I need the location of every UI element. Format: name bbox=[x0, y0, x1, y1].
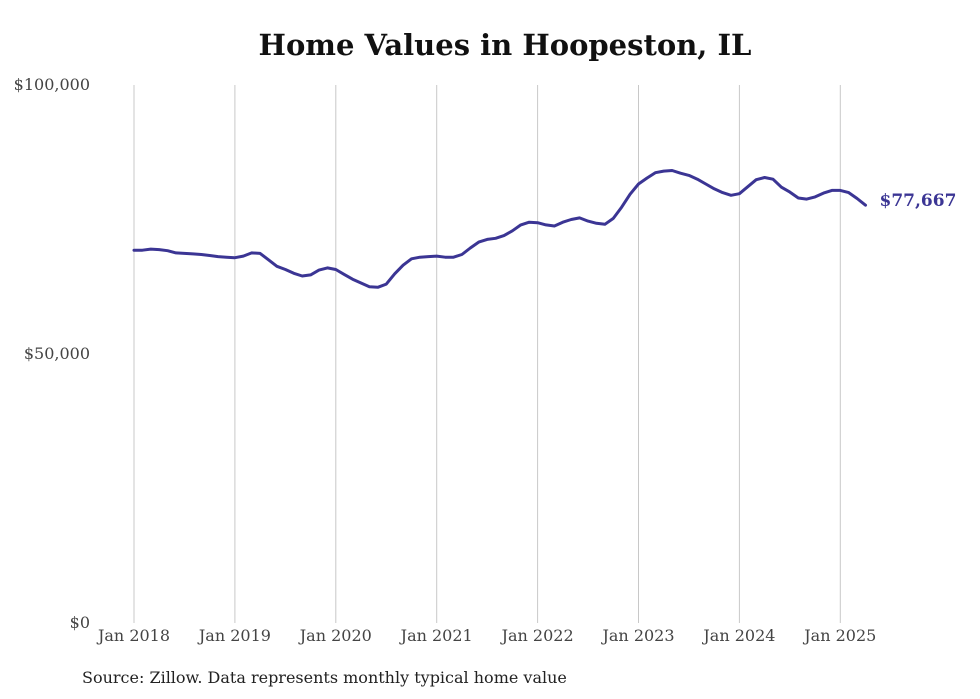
x-tick-label: Jan 2018 bbox=[96, 626, 170, 645]
x-tick-label: Jan 2024 bbox=[701, 626, 775, 645]
source-note: Source: Zillow. Data represents monthly … bbox=[82, 668, 567, 687]
y-tick-label: $0 bbox=[70, 613, 90, 632]
x-tick-label: Jan 2021 bbox=[399, 626, 473, 645]
x-tick-label: Jan 2019 bbox=[197, 626, 271, 645]
y-tick-label: $100,000 bbox=[14, 75, 90, 94]
series-layer bbox=[132, 169, 867, 289]
gridlines bbox=[133, 85, 841, 623]
series-line bbox=[132, 169, 867, 289]
x-axis: Jan 2018 Jan 2019 Jan 2020 Jan 2021 Jan 2022… bbox=[96, 626, 876, 645]
x-tick-label: Jan 2025 bbox=[802, 626, 876, 645]
chart-title: Home Values in Hoopeston, IL bbox=[258, 28, 752, 62]
x-tick-label: Jan 2022 bbox=[500, 626, 574, 645]
x-tick-label: Jan 2023 bbox=[600, 626, 674, 645]
y-axis: $0 $50,000 $100,000 bbox=[14, 75, 90, 632]
x-tick-label: Jan 2020 bbox=[298, 626, 372, 645]
end-value-label: $77,667 bbox=[880, 191, 957, 211]
y-tick-label: $50,000 bbox=[24, 344, 90, 363]
